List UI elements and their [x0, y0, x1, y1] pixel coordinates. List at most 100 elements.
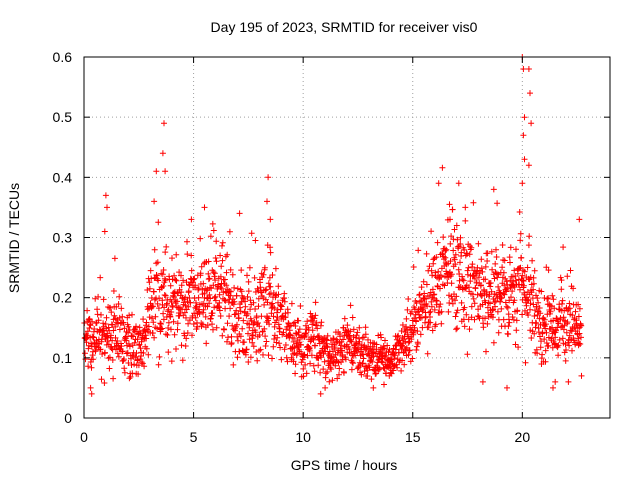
data-point — [131, 339, 138, 346]
data-point — [547, 326, 554, 332]
data-point — [498, 305, 505, 312]
data-point — [162, 249, 169, 256]
data-point — [219, 332, 226, 339]
data-point — [231, 298, 238, 305]
data-point — [144, 287, 151, 293]
data-point — [221, 276, 228, 283]
data-point — [295, 317, 302, 324]
data-point — [414, 328, 421, 335]
data-point — [94, 306, 101, 313]
data-point — [90, 356, 97, 363]
data-point — [241, 339, 248, 346]
data-point — [288, 300, 295, 307]
data-point — [251, 274, 258, 281]
data-point — [184, 330, 191, 336]
data-point — [245, 359, 252, 365]
data-point — [100, 320, 107, 327]
data-point — [394, 364, 401, 371]
data-point — [423, 250, 430, 257]
data-point — [437, 301, 444, 308]
data-point — [195, 285, 202, 292]
data-point — [482, 276, 489, 283]
data-point — [102, 321, 109, 327]
data-point — [103, 314, 110, 321]
data-point — [555, 342, 562, 349]
data-point — [257, 346, 264, 353]
data-point — [511, 297, 518, 304]
data-point — [173, 346, 179, 352]
data-point — [155, 305, 162, 312]
data-point — [183, 314, 189, 321]
data-point — [252, 237, 259, 244]
data-point — [213, 324, 220, 331]
data-point — [531, 267, 538, 274]
data-point — [193, 303, 200, 310]
data-point — [440, 234, 447, 241]
data-point — [297, 341, 304, 348]
data-point — [449, 300, 456, 307]
data-point — [275, 291, 282, 298]
data-point — [521, 268, 528, 275]
data-point — [109, 357, 116, 363]
data-point — [427, 314, 433, 320]
data-point — [88, 364, 95, 371]
data-point — [541, 336, 548, 343]
data-point — [213, 238, 220, 245]
data-point — [200, 280, 207, 287]
data-point — [433, 254, 440, 261]
data-point — [312, 312, 319, 319]
data-point — [203, 340, 210, 347]
data-point — [537, 344, 544, 351]
data-point — [118, 305, 125, 312]
data-point — [229, 322, 236, 329]
data-point — [454, 236, 461, 243]
data-point — [341, 369, 347, 376]
data-point — [139, 360, 146, 367]
data-point — [413, 300, 420, 306]
data-point — [493, 254, 500, 260]
data-point — [273, 339, 280, 346]
data-point — [121, 369, 128, 376]
data-point — [509, 314, 516, 320]
data-point — [497, 298, 504, 305]
data-point — [446, 300, 453, 306]
data-point — [100, 296, 107, 303]
data-point — [210, 227, 217, 234]
data-point — [238, 299, 245, 305]
data-point — [438, 274, 445, 280]
x-tick-label: 10 — [295, 429, 311, 445]
data-point — [413, 347, 420, 353]
data-point — [221, 326, 228, 333]
data-point — [578, 334, 584, 341]
data-point — [250, 332, 256, 339]
data-point — [239, 325, 246, 332]
data-point — [471, 300, 478, 307]
data-point — [128, 332, 135, 339]
data-point — [96, 326, 103, 333]
data-point — [155, 219, 162, 226]
data-point — [490, 186, 497, 193]
data-point — [409, 355, 416, 362]
data-point — [475, 274, 482, 281]
data-point — [247, 354, 254, 361]
data-point — [468, 244, 475, 251]
data-point — [112, 323, 119, 330]
data-point — [126, 375, 133, 382]
data-point — [110, 375, 117, 382]
data-point — [531, 313, 538, 319]
data-point — [89, 333, 96, 340]
data-point — [281, 290, 288, 297]
data-point — [114, 350, 121, 357]
data-point — [462, 204, 469, 211]
data-point — [348, 338, 355, 345]
data-point — [239, 295, 246, 301]
data-point — [169, 276, 176, 283]
data-point — [323, 336, 330, 343]
data-point — [262, 287, 269, 294]
data-point — [347, 302, 354, 309]
data-point — [527, 300, 534, 307]
data-point — [191, 275, 198, 282]
data-point — [447, 216, 453, 223]
data-point — [160, 283, 167, 289]
data-point — [447, 258, 454, 265]
